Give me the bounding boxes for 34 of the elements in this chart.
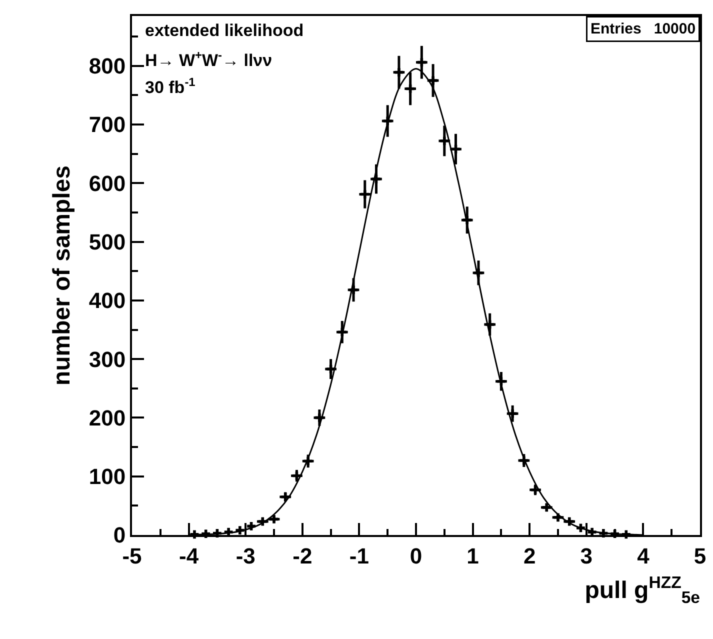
y-tick-label: 400 <box>88 288 126 314</box>
x-tick-label: 5 <box>694 543 706 568</box>
point <box>394 68 404 76</box>
point <box>270 514 278 524</box>
x-tick-label: 0 <box>410 543 422 568</box>
annotation: extended likelihood <box>145 21 304 40</box>
x-tick-label: 2 <box>523 543 536 568</box>
x-tick-label: 1 <box>466 543 479 568</box>
y-axis-title: number of samples <box>48 165 76 386</box>
annotation: Entries 10000 <box>590 20 696 38</box>
y-tick-label: 500 <box>88 229 126 254</box>
point <box>428 76 438 85</box>
x-tick-label: -1 <box>349 543 369 568</box>
y-tick-label: 600 <box>88 170 126 196</box>
y-tick-label: 700 <box>88 112 126 138</box>
point <box>360 190 370 198</box>
y-tick-label: 100 <box>88 464 126 490</box>
point <box>508 409 517 418</box>
y-tick-label: 200 <box>88 405 126 430</box>
point <box>440 136 449 146</box>
y-tick-label: 800 <box>88 54 126 79</box>
x-tick-label: -2 <box>292 543 312 568</box>
point <box>281 492 290 502</box>
annotation: 30 fb$^{-1}$ <box>145 75 196 98</box>
point <box>417 58 426 67</box>
x-tick-label: 3 <box>580 543 593 568</box>
y-tick-label: 300 <box>88 346 126 372</box>
point <box>406 84 415 93</box>
annotation: H→ W$^{+}$W$^{-}$→ llνν <box>145 48 272 70</box>
x-tick-label: -3 <box>236 543 256 568</box>
x-tick-label: 4 <box>637 543 650 568</box>
point <box>452 144 460 154</box>
x-tick-label: -4 <box>179 543 200 568</box>
point <box>542 503 551 512</box>
